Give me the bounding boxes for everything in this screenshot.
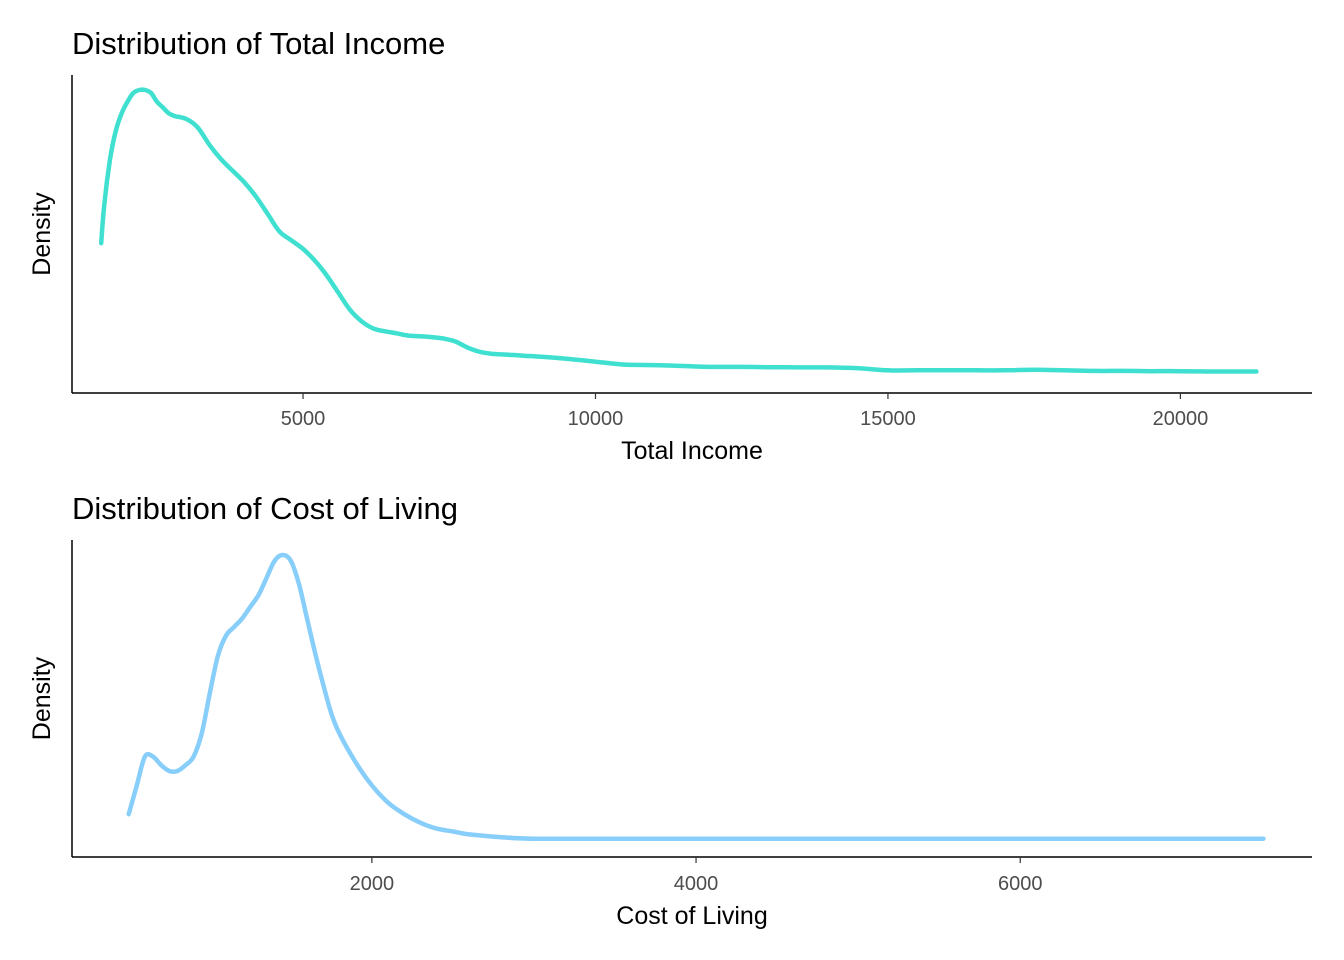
total-income-density-plot: 5000 10000 15000 20000 Total Income Density xyxy=(28,75,1312,465)
cost-of-living-density-plot: 2000 4000 6000 Cost of Living Density xyxy=(28,540,1312,930)
x-tick-label: 10000 xyxy=(568,408,624,430)
total-income-panel: Distribution of Total Income 5000 10000 15… xyxy=(0,0,1344,470)
chart-title: Distribution of Cost of Living xyxy=(72,491,458,526)
x-tick-label: 2000 xyxy=(350,873,395,895)
x-tick-label: 4000 xyxy=(674,873,719,895)
x-tick-label: 20000 xyxy=(1153,408,1209,430)
y-axis-title: Density xyxy=(28,192,56,276)
chart-title: Distribution of Total Income xyxy=(72,26,446,61)
density-line xyxy=(126,552,1266,842)
y-axis-title: Density xyxy=(28,656,56,740)
density-line xyxy=(98,87,1259,374)
cost-of-living-panel: Distribution of Cost of Living 2000 4000 6… xyxy=(0,465,1344,960)
x-tick-label: 6000 xyxy=(998,873,1043,895)
x-axis-title: Cost of Living xyxy=(616,902,767,930)
x-tick-label: 5000 xyxy=(281,408,326,430)
x-axis-title: Total Income xyxy=(621,437,763,465)
x-tick-label: 15000 xyxy=(860,408,916,430)
